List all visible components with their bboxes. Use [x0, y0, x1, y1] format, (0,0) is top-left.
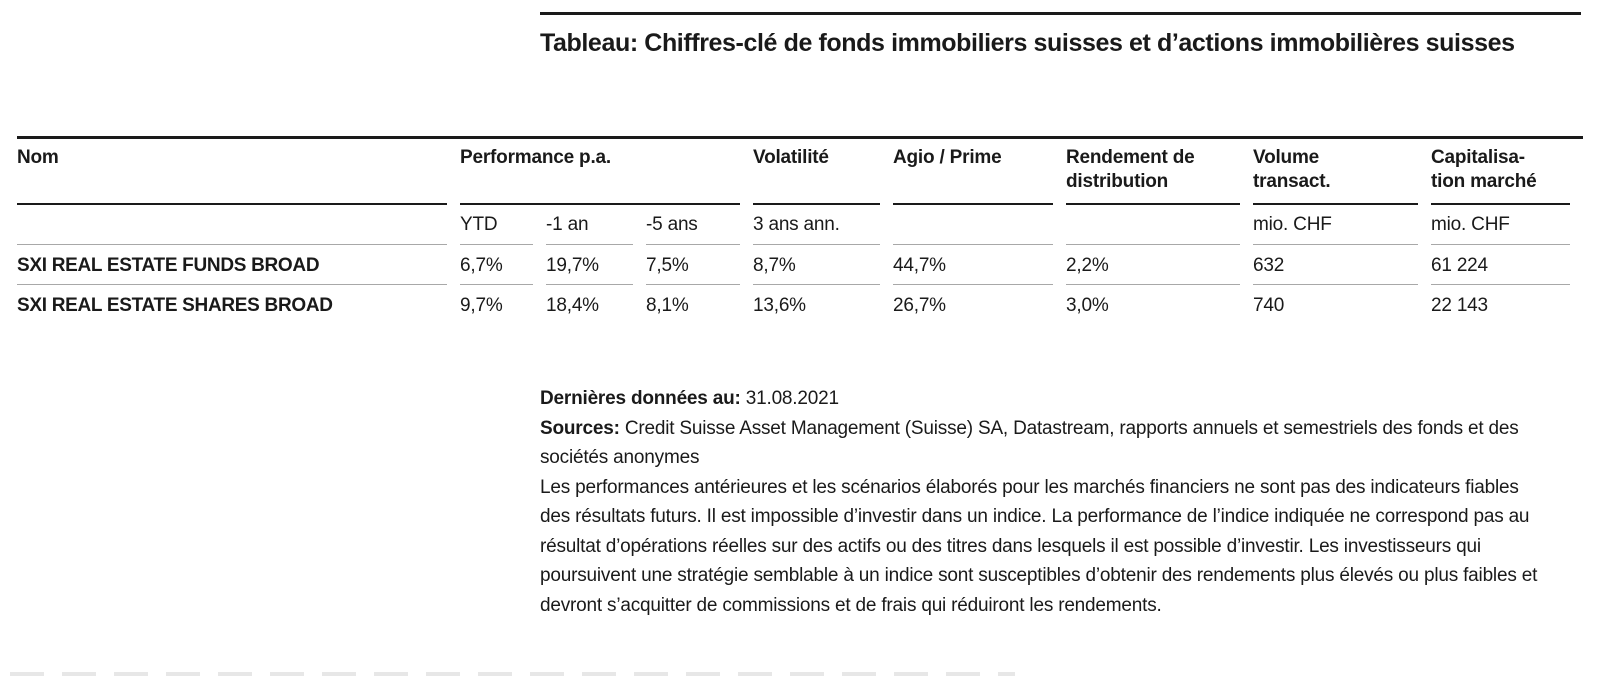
disclaimer-text: Les performances antérieures et les scén…	[540, 476, 1538, 616]
cell-capitalisation: 61 224	[1431, 245, 1570, 285]
subheader-ytd: YTD	[460, 205, 533, 245]
subheader-1an: -1 an	[546, 205, 633, 245]
cell-volatility: 13,6%	[753, 295, 806, 316]
last-data-value: 31.08.2021	[745, 388, 839, 409]
cell-agio: 44,7%	[893, 245, 1053, 285]
cell-capitalisation: 22 143	[1431, 295, 1488, 316]
subheader-vol-period: 3 ans ann.	[753, 205, 880, 245]
cell-1an: 18,4%	[546, 295, 599, 316]
title-top-rule	[540, 12, 1581, 15]
col-header-volatilite: Volatilité	[753, 139, 880, 205]
col-header-capitalisation: Capitalisa- tion marché	[1431, 139, 1570, 205]
sources-value: Credit Suisse Asset Management (Suisse) …	[540, 417, 1519, 469]
table-subheader-row: YTD -1 an -5 ans 3 ans ann. mio. CHF mio…	[17, 205, 1583, 245]
cell-row-name: SXI REAL ESTATE SHARES BROAD	[17, 295, 333, 316]
table-row: SXI REAL ESTATE SHARES BROAD 9,7% 18,4% …	[17, 285, 1583, 325]
table-row: SXI REAL ESTATE FUNDS BROAD 6,7% 19,7% 7…	[17, 245, 1583, 285]
cell-ytd: 6,7%	[460, 245, 533, 285]
subheader-cap-unit: mio. CHF	[1431, 205, 1570, 245]
subheader-nom-empty	[17, 205, 447, 245]
cell-agio: 26,7%	[893, 295, 946, 316]
cell-ytd: 9,7%	[460, 295, 503, 316]
last-data-line: Dernières données au: 31.08.2021	[540, 384, 1545, 414]
col-header-volume: Volume transact.	[1253, 139, 1418, 205]
cell-row-name: SXI REAL ESTATE FUNDS BROAD	[17, 245, 447, 285]
table-header-row: Nom Performance p.a. Volatilité Agio / P…	[17, 139, 1583, 205]
col-header-nom: Nom	[17, 139, 447, 205]
cutoff-text-artifact	[10, 672, 1015, 676]
col-header-rendement: Rendement de distribution	[1066, 139, 1240, 205]
cell-rendement: 3,0%	[1066, 295, 1109, 316]
cell-5ans: 7,5%	[646, 245, 740, 285]
cell-1an: 19,7%	[546, 245, 633, 285]
subheader-5ans: -5 ans	[646, 205, 740, 245]
key-figures-table: Nom Performance p.a. Volatilité Agio / P…	[17, 136, 1583, 325]
cell-volatility: 8,7%	[753, 245, 880, 285]
sources-line: Sources: Credit Suisse Asset Management …	[540, 414, 1545, 473]
cell-rendement: 2,2%	[1066, 245, 1240, 285]
cell-5ans: 8,1%	[646, 295, 689, 316]
subheader-rendement-empty	[1066, 205, 1240, 245]
last-data-label: Dernières données au:	[540, 388, 741, 409]
col-header-performance: Performance p.a.	[460, 139, 740, 205]
footer-notes: Dernières données au: 31.08.2021 Sources…	[540, 384, 1545, 620]
col-header-agio: Agio / Prime	[893, 139, 1053, 205]
table-top-border	[17, 136, 1583, 139]
sources-label: Sources:	[540, 417, 620, 439]
subheader-volume-unit: mio. CHF	[1253, 205, 1418, 245]
page-title: Tableau: Chiffres-clé de fonds immobilie…	[540, 29, 1515, 57]
cell-volume: 632	[1253, 245, 1418, 285]
cell-volume: 740	[1253, 295, 1285, 316]
subheader-agio-empty	[893, 205, 1053, 245]
title-block: Tableau: Chiffres-clé de fonds immobilie…	[540, 12, 1581, 59]
